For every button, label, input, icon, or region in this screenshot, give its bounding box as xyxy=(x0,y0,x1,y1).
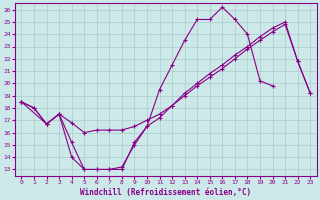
X-axis label: Windchill (Refroidissement éolien,°C): Windchill (Refroidissement éolien,°C) xyxy=(80,188,252,197)
